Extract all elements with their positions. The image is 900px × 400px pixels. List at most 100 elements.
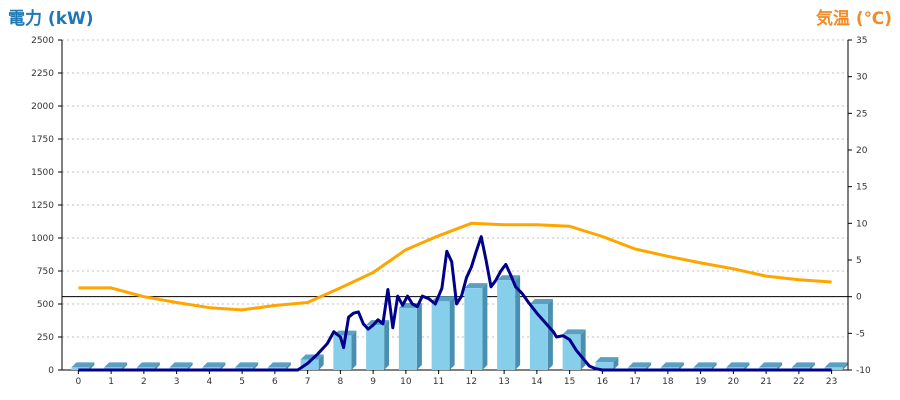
x-tick-label-19: 19	[695, 377, 707, 387]
bar-side-1	[122, 362, 128, 370]
bar-side-7	[318, 354, 324, 370]
bar-top-16	[595, 357, 619, 363]
bar-top-2	[136, 362, 160, 368]
bar-12	[464, 288, 483, 370]
bar-top-19	[693, 362, 717, 368]
bar-side-21	[777, 362, 783, 370]
left-tick-label-1: 250	[37, 333, 54, 343]
bar-side-8	[351, 330, 357, 370]
x-tick-label-22: 22	[793, 377, 804, 387]
left-tick-label-9: 2250	[31, 69, 54, 79]
bar-top-0	[71, 362, 95, 368]
right-tick-label-9: 35	[856, 36, 867, 46]
left-tick-label-0: 0	[48, 366, 54, 376]
bar-side-11	[449, 296, 455, 370]
right-tick-label-1: -5	[856, 329, 865, 339]
bar-side-6	[285, 362, 291, 370]
bar-top-3	[169, 362, 193, 368]
bar-top-15	[562, 329, 586, 335]
x-tick-label-18: 18	[662, 377, 674, 387]
x-tick-label-3: 3	[174, 377, 180, 387]
right-tick-label-7: 25	[856, 109, 867, 119]
x-tick-label-7: 7	[305, 377, 311, 387]
bar-side-22	[809, 362, 815, 370]
x-tick-label-4: 4	[207, 377, 213, 387]
x-tick-label-2: 2	[141, 377, 147, 387]
bar-side-20	[744, 362, 750, 370]
bar-top-23	[824, 362, 848, 368]
bar-side-2	[154, 362, 160, 370]
x-tick-label-13: 13	[498, 377, 509, 387]
bar-13	[497, 280, 516, 370]
bar-side-15	[580, 329, 586, 370]
bar-top-20	[726, 362, 750, 368]
bar-top-4	[202, 362, 226, 368]
bar-top-5	[235, 362, 259, 368]
bar-side-3	[187, 362, 193, 370]
right-tick-label-3: 5	[856, 256, 862, 266]
x-tick-label-14: 14	[531, 377, 543, 387]
left-tick-label-8: 2000	[31, 102, 54, 112]
bar-side-5	[253, 362, 259, 370]
x-tick-label-5: 5	[239, 377, 245, 387]
bar-side-19	[711, 362, 717, 370]
bar-23	[824, 367, 843, 370]
bar-side-13	[515, 275, 521, 370]
bar-side-23	[842, 362, 848, 370]
bar-8	[333, 335, 352, 370]
left-tick-label-3: 750	[37, 267, 54, 277]
right-tick-label-8: 30	[856, 73, 868, 83]
x-tick-label-8: 8	[338, 377, 344, 387]
bar-side-17	[646, 362, 652, 370]
x-tick-label-23: 23	[826, 377, 837, 387]
left-tick-label-4: 1000	[31, 234, 54, 244]
bar-top-6	[267, 362, 291, 368]
left-tick-label-7: 1750	[31, 135, 54, 145]
bar-side-14	[547, 299, 553, 370]
x-tick-label-12: 12	[466, 377, 477, 387]
bar-9	[366, 325, 385, 370]
x-tick-label-0: 0	[76, 377, 82, 387]
x-tick-label-17: 17	[629, 377, 640, 387]
bar-16	[595, 362, 614, 370]
x-tick-label-15: 15	[564, 377, 575, 387]
x-tick-label-1: 1	[108, 377, 114, 387]
x-tick-label-6: 6	[272, 377, 278, 387]
bar-top-13	[497, 275, 521, 281]
x-tick-label-11: 11	[433, 377, 444, 387]
bar-side-16	[613, 357, 619, 370]
bar-side-10	[416, 302, 422, 370]
power-line	[78, 235, 832, 372]
right-axis-title: 気温 (℃)	[815, 9, 892, 29]
right-tick-label-0: -10	[856, 366, 871, 376]
bar-11	[431, 301, 450, 370]
bar-side-12	[482, 283, 488, 370]
bar-10	[398, 307, 417, 370]
bar-side-18	[678, 362, 684, 370]
bar-top-17	[628, 362, 652, 368]
right-tick-label-2: 0	[856, 293, 862, 303]
bar-top-18	[660, 362, 684, 368]
bar-side-9	[384, 320, 390, 370]
right-tick-label-5: 15	[856, 183, 867, 193]
left-tick-label-6: 1500	[31, 168, 54, 178]
x-tick-label-10: 10	[400, 377, 412, 387]
bar-7	[300, 359, 319, 370]
x-tick-label-21: 21	[760, 377, 771, 387]
left-tick-label-2: 500	[37, 300, 54, 310]
bar-side-4	[220, 362, 226, 370]
bar-side-0	[89, 362, 95, 370]
left-tick-label-10: 2500	[31, 36, 54, 46]
temperature-line	[78, 221, 832, 312]
bar-top-1	[104, 362, 128, 368]
left-axis-title: 電力 (kW)	[8, 9, 94, 29]
bar-top-14	[529, 299, 553, 304]
bar-top-21	[759, 362, 783, 368]
x-tick-label-9: 9	[370, 377, 376, 387]
left-tick-label-5: 1250	[31, 201, 54, 211]
bar-15	[562, 334, 581, 370]
right-tick-label-4: 10	[856, 219, 868, 229]
right-tick-label-6: 20	[856, 146, 868, 156]
bar-top-22	[791, 362, 815, 368]
